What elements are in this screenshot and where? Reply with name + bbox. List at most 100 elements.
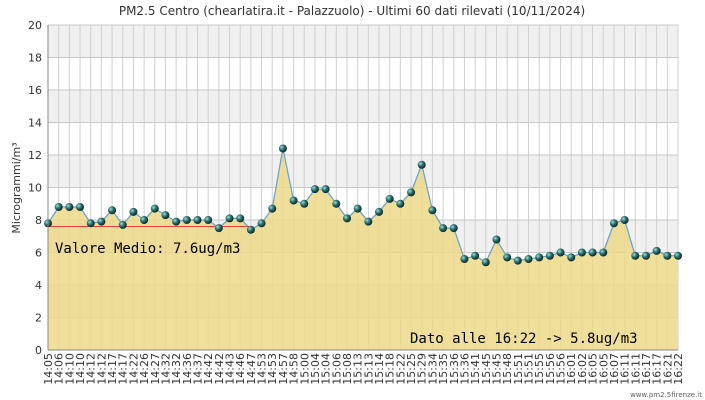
- y-tick-label: 18: [28, 52, 42, 65]
- x-tick-label: 14:12: [95, 353, 108, 385]
- marker: [353, 204, 362, 213]
- marker: [172, 217, 181, 226]
- x-tick-label: 14:57: [277, 353, 290, 385]
- marker: [364, 217, 373, 226]
- marker: [76, 203, 85, 211]
- grid-band: [48, 122, 678, 155]
- y-axis-label: Microgrammi/m³: [10, 142, 23, 233]
- marker: [620, 216, 629, 224]
- y-tick-label: 4: [35, 279, 42, 292]
- marker: [289, 196, 298, 205]
- marker: [342, 214, 351, 223]
- x-tick-label: 15:04: [309, 353, 322, 385]
- marker: [545, 251, 554, 260]
- x-tick-label: 15:51: [512, 353, 525, 385]
- x-tick-label: 15:45: [490, 353, 503, 385]
- marker: [118, 220, 127, 229]
- x-tick-label: 16:21: [661, 353, 674, 385]
- x-tick-label: 14:12: [85, 353, 98, 385]
- x-tick-label: 14:17: [117, 353, 130, 385]
- x-tick-label: 14:10: [63, 353, 76, 385]
- x-tick-label: 15:55: [533, 353, 546, 385]
- y-tick-label: 6: [35, 247, 42, 260]
- marker: [417, 160, 426, 169]
- x-tick-label: 14:53: [266, 353, 279, 385]
- marker: [225, 214, 234, 223]
- x-tick-label: 15:48: [501, 353, 514, 385]
- x-tick-label: 16:01: [565, 353, 578, 385]
- marker: [556, 248, 565, 257]
- marker: [375, 207, 384, 216]
- y-tick-label: 14: [28, 117, 42, 130]
- marker: [535, 253, 544, 262]
- area: [48, 148, 678, 350]
- x-tick-label: 14:36: [181, 353, 194, 385]
- marker: [439, 224, 448, 233]
- marker: [332, 199, 341, 208]
- marker: [449, 224, 458, 233]
- x-tick-label: 16:05: [597, 353, 610, 385]
- x-tick-label: 16:07: [608, 353, 621, 385]
- x-tick-label: 16:11: [619, 353, 632, 385]
- y-tick-label: 16: [28, 84, 42, 97]
- x-tick-label: 14:53: [256, 353, 269, 385]
- marker: [471, 251, 480, 260]
- x-tick-label: 14:42: [213, 353, 226, 385]
- x-tick-label: 14:22: [127, 353, 140, 385]
- marker: [663, 251, 672, 260]
- x-tick-label: 14:32: [159, 353, 172, 385]
- x-tick-label: 16:17: [640, 353, 653, 385]
- y-tick-label: 2: [35, 312, 42, 325]
- marker: [674, 251, 682, 260]
- marker: [236, 214, 245, 223]
- marker: [492, 235, 501, 244]
- x-tick-label: 14:26: [138, 353, 151, 385]
- marker: [268, 204, 277, 213]
- x-tick-label: 15:41: [469, 353, 482, 385]
- marker: [599, 248, 608, 257]
- marker: [524, 255, 533, 263]
- marker: [65, 203, 74, 211]
- x-tick-label: 15:29: [416, 353, 429, 385]
- marker: [140, 216, 149, 224]
- marker: [460, 255, 469, 263]
- x-tick-label: 16:17: [651, 353, 664, 385]
- x-tick-label: 14:17: [106, 353, 119, 385]
- average-label: Valore Medio: 7.6ug/m3: [55, 241, 240, 257]
- marker: [129, 207, 138, 216]
- x-tick-label: 16:05: [587, 353, 600, 385]
- marker: [150, 204, 159, 213]
- x-tick-label: 15:00: [298, 353, 311, 385]
- x-tick-label: 14:47: [245, 353, 258, 385]
- x-tick-label: 15:51: [523, 353, 536, 385]
- x-tick-label: 14:42: [202, 353, 215, 385]
- chart-title: PM2.5 Centro (chearIatira.it - Palazzuol…: [119, 4, 585, 18]
- x-tick-label: 15:14: [373, 353, 386, 385]
- marker: [588, 248, 597, 257]
- marker: [396, 199, 405, 208]
- marker: [204, 216, 213, 224]
- y-tick-label: 8: [35, 214, 42, 227]
- x-tick-label: 14:58: [288, 353, 301, 385]
- marker: [182, 216, 191, 224]
- marker: [246, 225, 255, 234]
- marker: [641, 251, 650, 260]
- marker: [609, 219, 618, 228]
- y-tick-label: 10: [28, 182, 42, 195]
- marker: [567, 253, 576, 262]
- x-tick-label: 16:22: [672, 353, 685, 385]
- x-tick-label: 14:27: [149, 353, 162, 385]
- marker: [513, 256, 522, 265]
- x-tick-label: 15:18: [384, 353, 397, 385]
- marker: [108, 206, 117, 215]
- x-tick-label: 14:37: [191, 353, 204, 385]
- marker: [631, 251, 640, 260]
- x-tick-label: 15:04: [320, 353, 333, 385]
- marker: [278, 144, 287, 153]
- grid-band: [48, 90, 678, 123]
- x-tick-label: 15:36: [448, 353, 461, 385]
- marker: [54, 203, 63, 211]
- y-tick-label: 12: [28, 149, 42, 162]
- grid-band: [48, 25, 678, 58]
